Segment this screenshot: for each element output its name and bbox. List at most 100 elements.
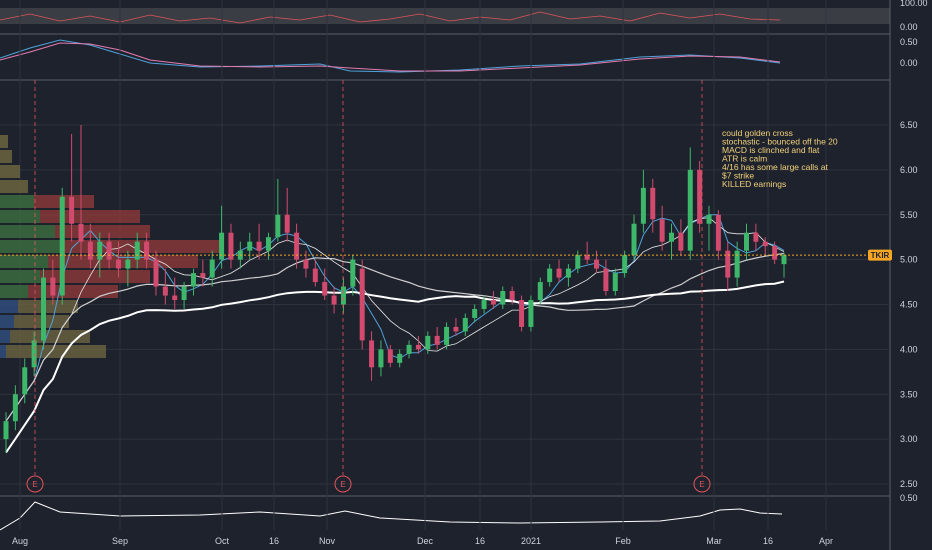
candle-body[interactable] xyxy=(78,223,84,242)
candle-body[interactable] xyxy=(762,241,768,247)
candle-body[interactable] xyxy=(209,259,215,278)
candle-body[interactable] xyxy=(265,237,271,251)
candle-body[interactable] xyxy=(537,282,543,301)
candle-body[interactable] xyxy=(106,241,112,260)
candle-body[interactable] xyxy=(144,241,150,260)
candle-body[interactable] xyxy=(519,300,525,327)
candle-body[interactable] xyxy=(650,187,656,220)
candle-body[interactable] xyxy=(444,326,450,345)
candle-body[interactable] xyxy=(603,268,609,292)
candle-body[interactable] xyxy=(509,291,515,301)
time-tick-label: 16 xyxy=(475,536,485,546)
rsi-label-100: 100.00 xyxy=(900,0,928,8)
candle-body[interactable] xyxy=(462,317,468,332)
earnings-marker[interactable] xyxy=(693,475,711,493)
candle-body[interactable] xyxy=(350,259,356,287)
profile-bar xyxy=(0,180,28,193)
candle-body[interactable] xyxy=(453,326,459,332)
candle-body[interactable] xyxy=(228,232,234,260)
candle-body[interactable] xyxy=(406,344,412,354)
candle-body[interactable] xyxy=(359,268,365,341)
candle-body[interactable] xyxy=(331,295,337,305)
candle-body[interactable] xyxy=(584,255,590,260)
candle-body[interactable] xyxy=(631,223,637,256)
candle-body[interactable] xyxy=(753,232,759,242)
candle-body[interactable] xyxy=(659,219,665,242)
candle-body[interactable] xyxy=(472,308,478,318)
candle-body[interactable] xyxy=(565,268,571,278)
candle-body[interactable] xyxy=(556,268,562,278)
candle-body[interactable] xyxy=(369,340,375,368)
candle-body[interactable] xyxy=(3,421,9,440)
candle-body[interactable] xyxy=(725,250,731,278)
candle-body[interactable] xyxy=(200,273,206,278)
atr-line xyxy=(0,501,783,531)
candle-body[interactable] xyxy=(284,214,290,233)
annotation-line: 4/16 has some large calls at xyxy=(722,162,828,172)
candle-body[interactable] xyxy=(50,277,56,296)
candle-body[interactable] xyxy=(528,300,534,327)
annotation-line: KILLED earnings xyxy=(722,179,786,189)
candle-body[interactable] xyxy=(256,241,262,251)
profile-bar xyxy=(55,225,150,238)
candle-body[interactable] xyxy=(303,259,309,269)
candle-body[interactable] xyxy=(219,232,225,260)
candle-body[interactable] xyxy=(115,259,121,269)
candle-body[interactable] xyxy=(340,286,346,305)
candle-body[interactable] xyxy=(697,169,703,224)
candle-body[interactable] xyxy=(172,295,178,301)
candle-body[interactable] xyxy=(744,232,750,251)
candle-body[interactable] xyxy=(378,349,384,368)
candle-body[interactable] xyxy=(415,344,421,350)
candle-body[interactable] xyxy=(687,169,693,251)
earnings-marker[interactable] xyxy=(334,475,352,493)
candle-body[interactable] xyxy=(669,232,675,242)
candle-body[interactable] xyxy=(397,353,403,363)
candle-body[interactable] xyxy=(69,196,75,224)
candle-body[interactable] xyxy=(434,335,440,345)
candle-body[interactable] xyxy=(500,291,506,305)
candle-body[interactable] xyxy=(162,286,168,296)
candle-body[interactable] xyxy=(575,255,581,269)
candle-body[interactable] xyxy=(181,286,187,301)
candle-body[interactable] xyxy=(678,232,684,251)
candle-body[interactable] xyxy=(125,259,131,269)
candle-body[interactable] xyxy=(322,282,328,296)
candle-body[interactable] xyxy=(594,259,600,269)
candle-body[interactable] xyxy=(425,335,431,350)
earnings-marker-label: E xyxy=(32,480,37,489)
symbol-badge[interactable] xyxy=(868,249,892,261)
candle-body[interactable] xyxy=(31,340,37,368)
candle-body[interactable] xyxy=(547,268,553,283)
candle-body[interactable] xyxy=(772,246,778,260)
candle-body[interactable] xyxy=(97,241,103,260)
candle-body[interactable] xyxy=(12,394,18,422)
candle-body[interactable] xyxy=(275,214,281,238)
candle-body[interactable] xyxy=(22,367,28,395)
candle-body[interactable] xyxy=(715,214,721,251)
candle-body[interactable] xyxy=(153,259,159,287)
candle-body[interactable] xyxy=(640,187,646,224)
candle-body[interactable] xyxy=(734,250,740,278)
candle-body[interactable] xyxy=(190,273,196,287)
candle-body[interactable] xyxy=(294,232,300,260)
candle-body[interactable] xyxy=(134,241,140,260)
candle-body[interactable] xyxy=(247,241,253,251)
candle-body[interactable] xyxy=(387,349,393,363)
candle-body[interactable] xyxy=(312,268,318,283)
candle-body[interactable] xyxy=(612,273,618,292)
candle-body[interactable] xyxy=(622,255,628,274)
candle-body[interactable] xyxy=(781,255,787,265)
candle-body[interactable] xyxy=(87,241,93,260)
candle-body[interactable] xyxy=(706,214,712,224)
symbol-badge-label: TKIR xyxy=(871,251,890,260)
candle-body[interactable] xyxy=(490,300,496,305)
candle-body[interactable] xyxy=(59,196,65,296)
earnings-marker[interactable] xyxy=(26,475,44,493)
candle-body[interactable] xyxy=(40,277,46,341)
profile-bar xyxy=(0,240,60,253)
price-tick-label: 5.00 xyxy=(900,255,918,265)
candle-body[interactable] xyxy=(481,300,487,309)
